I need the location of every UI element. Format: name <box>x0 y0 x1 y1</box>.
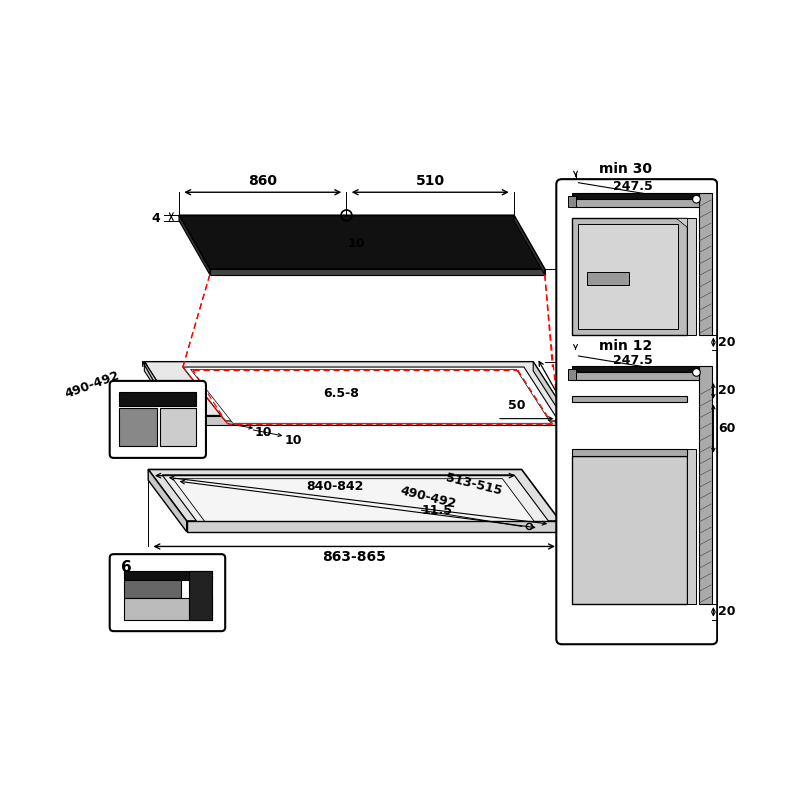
Text: 10: 10 <box>347 238 365 250</box>
Text: 11.5: 11.5 <box>422 504 453 517</box>
Text: 53: 53 <box>572 309 589 322</box>
Text: 490-492: 490-492 <box>398 485 458 511</box>
Bar <box>578 224 678 329</box>
Bar <box>123 598 212 619</box>
Bar <box>160 408 196 446</box>
Text: 10: 10 <box>284 434 302 447</box>
Bar <box>687 450 697 604</box>
Text: 247.5: 247.5 <box>614 354 653 366</box>
Bar <box>587 272 630 285</box>
Text: 50: 50 <box>507 399 525 412</box>
Bar <box>189 571 212 619</box>
Bar <box>568 370 575 380</box>
Bar <box>572 395 687 402</box>
Bar <box>698 366 712 604</box>
Polygon shape <box>148 470 560 521</box>
Polygon shape <box>514 215 545 274</box>
Bar <box>568 196 575 207</box>
Bar <box>119 408 158 446</box>
Polygon shape <box>210 270 545 274</box>
Text: 840-842: 840-842 <box>306 480 364 494</box>
Text: 4: 4 <box>151 211 160 225</box>
Polygon shape <box>186 521 560 532</box>
Polygon shape <box>534 362 568 425</box>
Bar <box>687 218 697 334</box>
Bar <box>123 579 182 598</box>
Circle shape <box>693 195 700 203</box>
Polygon shape <box>190 370 551 423</box>
Bar <box>572 199 698 207</box>
Polygon shape <box>183 367 558 421</box>
Text: min 12: min 12 <box>599 339 652 354</box>
Text: min 30: min 30 <box>599 162 652 176</box>
Polygon shape <box>179 415 568 425</box>
Polygon shape <box>144 362 179 425</box>
Text: 513-515: 513-515 <box>445 471 503 498</box>
Text: 840-842: 840-842 <box>553 369 609 409</box>
Polygon shape <box>179 215 545 270</box>
Text: 510: 510 <box>416 174 445 188</box>
Text: 860: 860 <box>248 174 278 188</box>
FancyBboxPatch shape <box>110 554 226 631</box>
Text: 6: 6 <box>122 560 132 574</box>
Polygon shape <box>144 362 568 415</box>
Bar <box>572 193 698 199</box>
Text: 10: 10 <box>255 426 273 439</box>
Polygon shape <box>676 218 687 227</box>
Bar <box>572 450 687 455</box>
Bar <box>572 373 698 380</box>
FancyBboxPatch shape <box>110 381 206 458</box>
Bar <box>698 193 712 334</box>
Text: 20: 20 <box>718 385 735 398</box>
Text: 20: 20 <box>718 336 735 349</box>
Circle shape <box>693 369 700 376</box>
Bar <box>572 218 687 334</box>
Text: 490-492: 490-492 <box>63 369 122 401</box>
Text: 20: 20 <box>718 606 735 618</box>
Text: 863-865: 863-865 <box>322 550 386 564</box>
Polygon shape <box>148 470 186 532</box>
Bar <box>123 571 212 579</box>
Bar <box>572 455 687 604</box>
Polygon shape <box>173 478 541 530</box>
Text: 60: 60 <box>718 422 735 435</box>
Text: 247.5: 247.5 <box>614 180 653 194</box>
Text: 6.5-8: 6.5-8 <box>322 387 358 401</box>
Bar <box>572 366 698 373</box>
Text: 100: 100 <box>593 436 618 449</box>
FancyBboxPatch shape <box>556 179 718 644</box>
Bar <box>119 392 196 406</box>
Polygon shape <box>162 475 553 526</box>
Polygon shape <box>179 215 210 274</box>
